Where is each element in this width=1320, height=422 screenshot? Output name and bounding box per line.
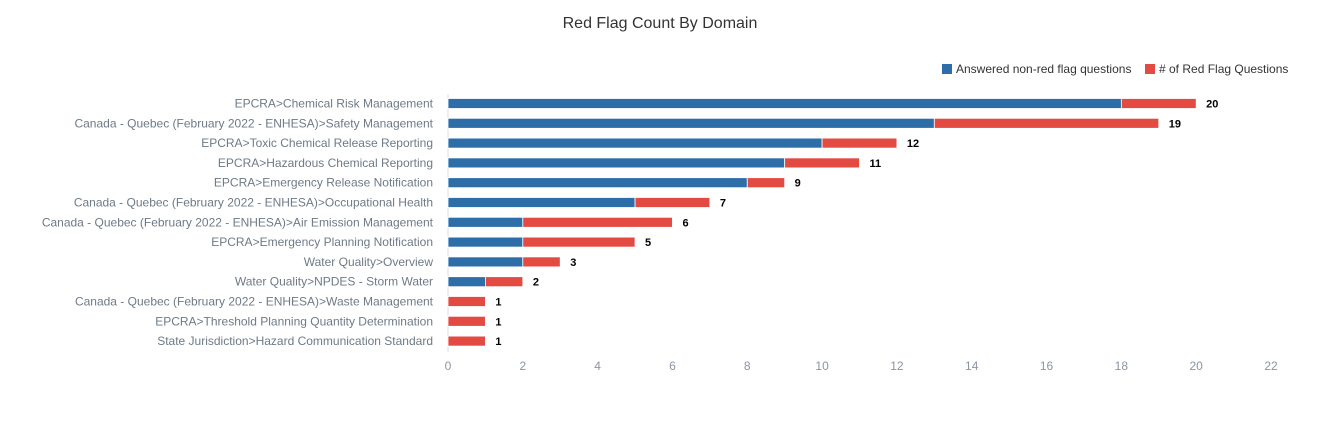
bar-segment-series-1 — [1120, 98, 1197, 109]
legend-swatch-series-0 — [942, 64, 952, 74]
total-label: 2 — [533, 277, 539, 289]
category-label: EPCRA>Emergency Planning Notification — [211, 235, 433, 249]
total-label: 1 — [495, 316, 501, 328]
category-label: Canada - Quebec (February 2022 - ENHESA)… — [74, 116, 433, 130]
category-label: Water Quality>Overview — [304, 255, 434, 269]
category-label: EPCRA>Threshold Planning Quantity Determ… — [155, 314, 433, 328]
bar-segment-series-0 — [447, 177, 748, 189]
total-label: 1 — [495, 297, 501, 309]
x-tick-label: 12 — [890, 359, 904, 373]
chart-title: Red Flag Count By Domain — [563, 15, 758, 32]
x-tick-label: 10 — [815, 359, 829, 373]
bar-segment-series-1 — [634, 197, 711, 208]
total-label: 1 — [495, 336, 501, 348]
legend-label-series-1: # of Red Flag Questions — [1159, 62, 1288, 76]
category-label: EPCRA>Hazardous Chemical Reporting — [218, 156, 433, 170]
bar-segment-series-0 — [447, 256, 524, 268]
category-labels: EPCRA>Chemical Risk Management Canada - Q… — [42, 97, 434, 349]
bar-segment-series-0 — [447, 236, 524, 248]
bar-segment-series-1 — [522, 216, 673, 228]
bar-segment-series-0 — [447, 216, 524, 228]
x-tick-label: 4 — [594, 359, 601, 373]
total-label: 6 — [682, 217, 688, 229]
total-label: 3 — [570, 257, 576, 269]
total-label: 19 — [1169, 118, 1181, 130]
total-label: 9 — [795, 178, 801, 190]
bar-segment-series-1 — [933, 117, 1160, 129]
x-tick-label: 2 — [519, 359, 526, 373]
category-label: EPCRA>Emergency Release Notification — [214, 176, 433, 190]
total-label: 20 — [1206, 99, 1218, 111]
x-axis-ticks: 0 2 4 6 8 10 12 14 16 18 20 22 — [445, 359, 1278, 373]
category-label: Canada - Quebec (February 2022 - ENHESA)… — [74, 196, 433, 210]
x-tick-label: 20 — [1190, 359, 1204, 373]
bar-segment-series-1 — [522, 236, 636, 248]
bar-segment-series-1 — [522, 256, 561, 268]
category-label: EPCRA>Chemical Risk Management — [235, 97, 434, 111]
bar-segment-series-0 — [447, 197, 636, 208]
bar-segment-series-0 — [447, 98, 1122, 109]
x-tick-label: 18 — [1115, 359, 1129, 373]
bar-segment-series-1 — [485, 276, 524, 288]
bar-segment-series-1 — [447, 335, 486, 347]
x-tick-label: 14 — [965, 359, 979, 373]
category-label: EPCRA>Toxic Chemical Release Reporting — [201, 136, 433, 150]
total-label: 12 — [907, 138, 919, 150]
x-tick-label: 8 — [744, 359, 751, 373]
category-label: Water Quality>NPDES - Storm Water — [235, 275, 433, 289]
category-label: Canada - Quebec (February 2022 - ENHESA)… — [75, 295, 434, 309]
bar-segment-series-0 — [447, 137, 823, 149]
bar-segment-series-1 — [821, 137, 898, 149]
legend-swatch-series-1 — [1145, 64, 1155, 74]
x-tick-label: 0 — [445, 359, 452, 373]
total-label: 11 — [870, 158, 882, 170]
bar-segment-series-0 — [447, 157, 786, 169]
category-label: Canada - Quebec (February 2022 - ENHESA)… — [42, 215, 434, 229]
category-label: State Jurisdiction>Hazard Communication … — [157, 334, 433, 348]
x-tick-label: 6 — [669, 359, 676, 373]
x-tick-label: 16 — [1040, 359, 1054, 373]
total-label: 5 — [645, 237, 651, 249]
bars — [447, 98, 1197, 347]
bar-segment-series-1 — [447, 296, 486, 307]
bar-segment-series-0 — [447, 117, 935, 129]
legend-label-series-0: Answered non-red flag questions — [956, 62, 1131, 76]
x-tick-label: 22 — [1264, 359, 1278, 373]
bar-segment-series-1 — [447, 315, 486, 327]
total-label: 7 — [720, 198, 726, 210]
legend: Answered non-red flag questions # of Red… — [942, 62, 1288, 76]
bar-segment-series-1 — [784, 157, 860, 169]
bar-segment-series-1 — [746, 177, 786, 189]
bar-segment-series-0 — [447, 276, 486, 288]
